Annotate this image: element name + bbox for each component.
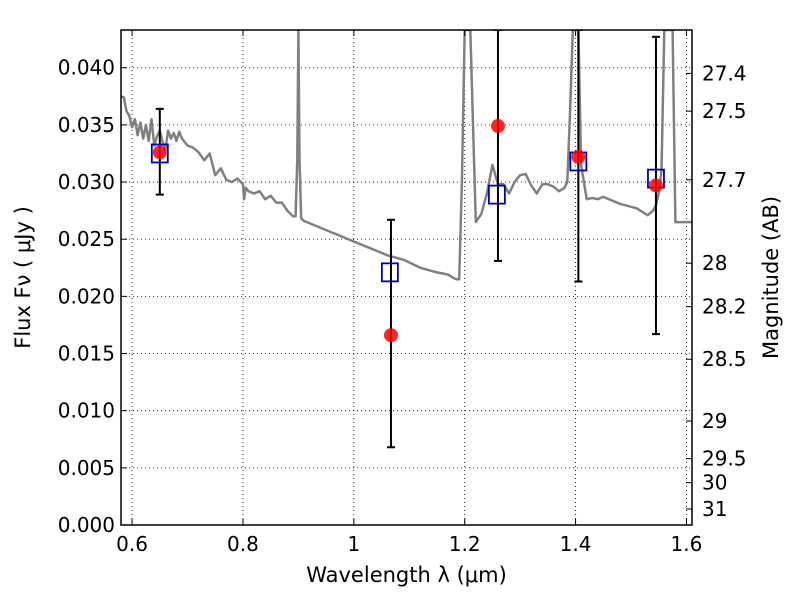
x-axis-label: Wavelength λ (μm) (306, 563, 507, 587)
y-tick-label: 0.025 (58, 227, 115, 251)
x-tick-label: 0.6 (116, 532, 148, 556)
magnitude-tick-label: 31 (702, 497, 727, 521)
plot-frame (120, 29, 693, 526)
y-tick-label: 0.010 (58, 399, 115, 423)
observed-flux-point (490, 119, 505, 134)
magnitude-tick-label: 29.5 (702, 447, 747, 471)
plot-area (121, 30, 692, 449)
model-band-square (150, 143, 169, 164)
y-tick-label: 0.030 (58, 170, 115, 194)
observed-flux-point (571, 149, 586, 164)
y-tick-label: 0.035 (58, 113, 115, 137)
magnitude-tick-label: 27.5 (702, 99, 747, 123)
model-band-square (380, 262, 399, 283)
x-tick-label: 0.8 (227, 532, 259, 556)
observed-flux-point (648, 178, 663, 193)
y-axis-label-right: Magnitude (AB) (759, 196, 783, 359)
axis-ticks: 0.6 0.8 1 1.2 1.4 1.6 0.000 0.005 0.010 0.015 0.02… (58, 30, 747, 556)
magnitude-tick-label: 30 (702, 471, 727, 495)
y-tick-label: 0.020 (58, 284, 115, 308)
y-tick-label: 0.040 (58, 56, 115, 80)
model-band-square (487, 184, 506, 205)
y-axis-label: Flux Fν ( μJy ) (11, 206, 35, 349)
magnitude-tick-label: 28 (702, 251, 727, 275)
magnitude-tick-label: 28.2 (702, 295, 747, 319)
observed-flux-point (383, 328, 398, 343)
x-tick-label: 1.4 (560, 532, 592, 556)
y-tick-label: 0.015 (58, 342, 115, 366)
y-tick-label: 0.000 (58, 513, 115, 537)
magnitude-tick-label: 27.7 (702, 168, 747, 192)
y-tick-label: 0.005 (58, 456, 115, 480)
grid-lines (121, 30, 692, 526)
magnitude-tick-label: 28.5 (702, 347, 747, 371)
x-tick-label: 1.2 (449, 532, 481, 556)
x-tick-label: 1 (347, 532, 360, 556)
x-tick-label: 1.6 (671, 532, 703, 556)
model-spectrum-line (121, 30, 692, 281)
magnitude-tick-label: 27.4 (702, 61, 747, 85)
magnitude-tick-label: 29 (702, 409, 727, 433)
observed-flux-point (152, 145, 167, 160)
